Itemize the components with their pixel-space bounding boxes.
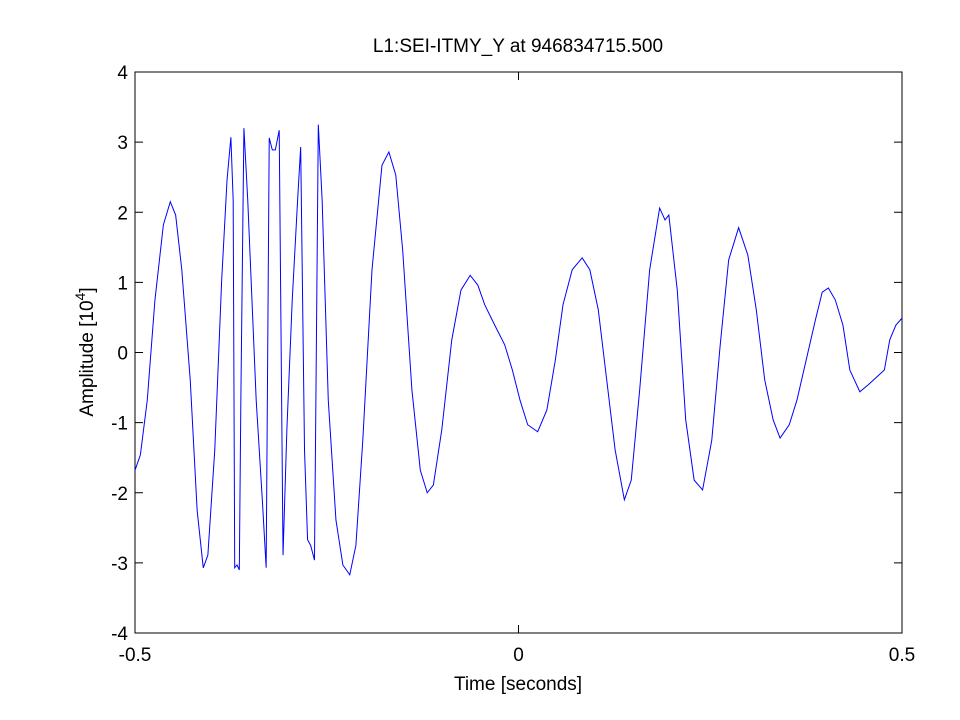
x-tick-label: 0 xyxy=(513,645,524,666)
x-axis-label: Time [seconds] xyxy=(454,674,582,695)
y-label-text: Amplitude [10 xyxy=(77,300,98,416)
y-label-exponent: 4 xyxy=(72,292,88,300)
y-tick-label: -3 xyxy=(111,554,128,575)
y-tick-label: -1 xyxy=(111,414,128,435)
y-tick-label: 4 xyxy=(117,63,128,84)
y-tick-label: -2 xyxy=(111,484,128,505)
y-tick-label: -4 xyxy=(111,624,128,645)
data-line xyxy=(134,124,903,577)
y-label-close: ] xyxy=(77,287,98,292)
y-tick-label: 0 xyxy=(117,344,128,365)
y-tick-label: 2 xyxy=(117,203,128,224)
x-tick-label: -0.5 xyxy=(119,645,152,666)
x-tick-label: 0.5 xyxy=(889,645,915,666)
y-tick-label: 3 xyxy=(117,133,128,154)
y-tick-label: 1 xyxy=(117,273,128,294)
chart-title: L1:SEI-ITMY_Y at 946834715.500 xyxy=(373,36,663,57)
plot-area xyxy=(134,71,903,634)
y-axis-label: Amplitude [104] xyxy=(72,287,98,416)
